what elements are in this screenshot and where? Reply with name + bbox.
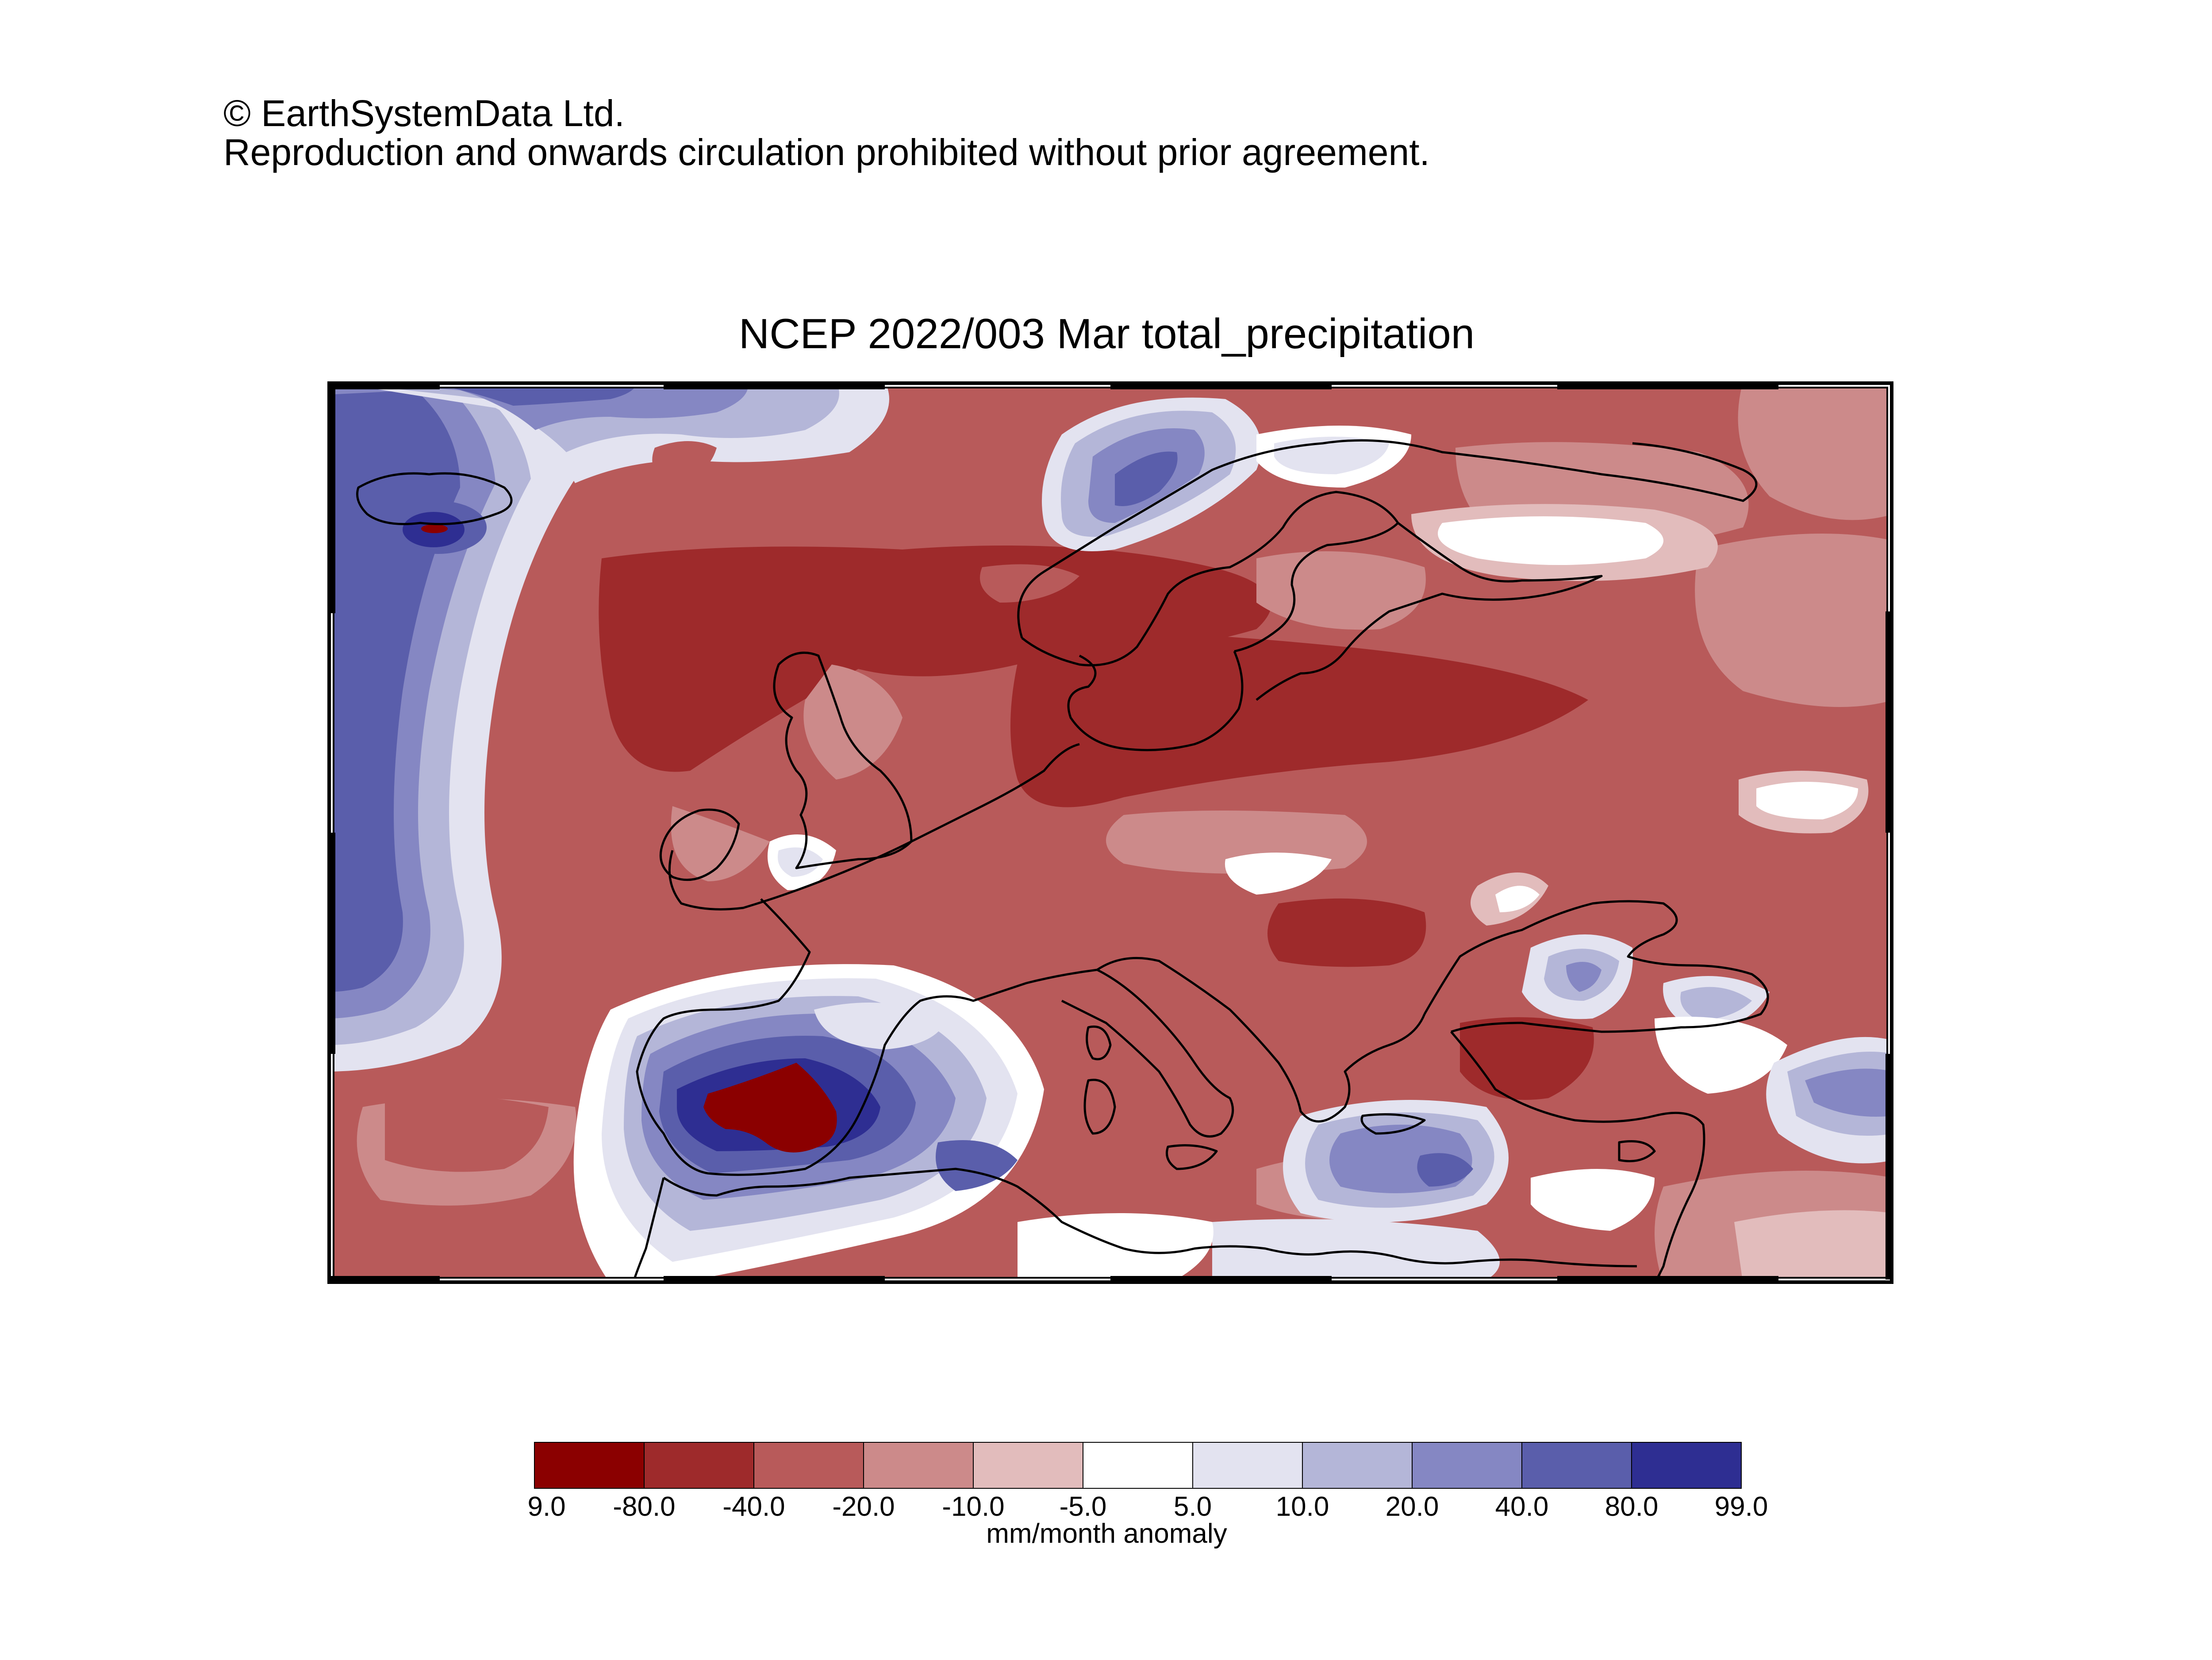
colorbar-swatch bbox=[973, 1442, 1083, 1489]
colorbar-tick-label: 20.0 bbox=[1386, 1491, 1439, 1518]
map-title: NCEP 2022/003 Mar total_precipitation bbox=[738, 310, 1475, 357]
anomaly-field bbox=[334, 388, 1887, 1278]
colorbar-tick-label: 10.0 bbox=[1276, 1491, 1329, 1518]
colorbar-tick-label: -20.0 bbox=[832, 1491, 895, 1518]
colorbar-unit-label: mm/month anomaly bbox=[986, 1518, 1227, 1549]
colorbar-swatch bbox=[534, 1442, 645, 1489]
colorbar-swatch bbox=[1192, 1442, 1303, 1489]
colorbar-swatch bbox=[644, 1442, 754, 1489]
colorbar-swatch bbox=[1631, 1442, 1742, 1489]
colorbar-swatch bbox=[1412, 1442, 1522, 1489]
colorbar-swatch bbox=[753, 1442, 864, 1489]
colorbar-tick-label: -99.0 bbox=[526, 1491, 566, 1518]
colorbar-tick-label: 99.0 bbox=[1715, 1491, 1768, 1518]
copyright-line-2: Reproduction and onwards circulation pro… bbox=[223, 131, 1430, 173]
colorbar-swatch bbox=[1083, 1442, 1193, 1489]
copyright-notice: © EarthSystemData Ltd. Reproduction and … bbox=[223, 94, 1430, 172]
colorbar-tick-label: -10.0 bbox=[942, 1491, 1004, 1518]
colorbar-tick-labels: -99.0 -80.0 -40.0 -20.0 -10.0 -5.0 5.0 10.0 20.0… bbox=[526, 1491, 1768, 1518]
copyright-line-1: © EarthSystemData Ltd. bbox=[223, 92, 625, 134]
colorbar-tick-label: 5.0 bbox=[1174, 1491, 1212, 1518]
colorbar-legend: -99.0 -80.0 -40.0 -20.0 -10.0 -5.0 5.0 10.0 20.0… bbox=[526, 1442, 1768, 1518]
colorbar-tick-label: -40.0 bbox=[722, 1491, 785, 1518]
colorbar-swatches bbox=[534, 1442, 1742, 1489]
colorbar-tick-label: 40.0 bbox=[1495, 1491, 1549, 1518]
colorbar-tick-label: 80.0 bbox=[1605, 1491, 1659, 1518]
colorbar-tick-label: -80.0 bbox=[613, 1491, 675, 1518]
map-frame bbox=[327, 381, 1893, 1284]
colorbar-tick-label: -5.0 bbox=[1060, 1491, 1107, 1518]
colorbar-swatch bbox=[1521, 1442, 1632, 1489]
colorbar-swatch bbox=[1302, 1442, 1413, 1489]
precipitation-anomaly-map bbox=[327, 381, 1893, 1284]
coastlines bbox=[356, 439, 1769, 1278]
colorbar-swatch bbox=[863, 1442, 974, 1489]
